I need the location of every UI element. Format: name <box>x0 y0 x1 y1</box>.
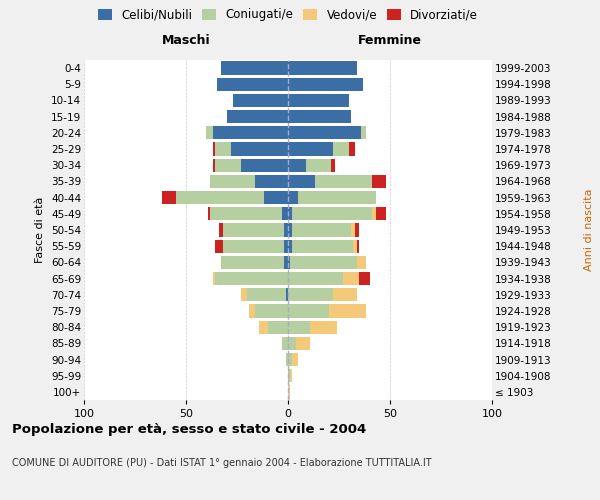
Bar <box>371 175 386 188</box>
Bar <box>288 240 292 253</box>
Bar <box>290 369 292 382</box>
Bar <box>284 256 288 269</box>
Bar <box>206 126 212 140</box>
Bar <box>256 304 288 318</box>
Bar <box>288 336 296 350</box>
Bar <box>307 158 331 172</box>
Bar <box>359 272 370 285</box>
Bar <box>215 240 223 253</box>
Bar <box>284 240 288 253</box>
Bar <box>212 142 215 156</box>
Bar <box>212 126 288 140</box>
Bar <box>358 240 359 253</box>
Bar <box>247 288 286 302</box>
Bar <box>288 94 349 107</box>
Bar <box>212 272 215 285</box>
Bar <box>361 126 365 140</box>
Bar <box>298 191 376 204</box>
Bar <box>288 304 329 318</box>
Bar <box>231 142 288 156</box>
Bar <box>292 240 353 253</box>
Bar <box>218 224 223 236</box>
Text: Popolazione per età, sesso e stato civile - 2004: Popolazione per età, sesso e stato civil… <box>12 422 366 436</box>
Bar <box>268 320 288 334</box>
Text: Anni di nascita: Anni di nascita <box>584 188 594 271</box>
Bar <box>284 224 288 236</box>
Bar <box>333 288 358 302</box>
Bar <box>290 256 358 269</box>
Bar <box>288 224 292 236</box>
Y-axis label: Fasce di età: Fasce di età <box>35 197 46 263</box>
Bar <box>249 304 256 318</box>
Bar <box>288 110 351 124</box>
Bar <box>314 175 371 188</box>
Bar <box>353 240 358 253</box>
Bar <box>282 336 288 350</box>
Text: COMUNE DI AUDITORE (PU) - Dati ISTAT 1° gennaio 2004 - Elaborazione TUTTITALIA.I: COMUNE DI AUDITORE (PU) - Dati ISTAT 1° … <box>12 458 431 468</box>
Bar <box>349 142 355 156</box>
Bar <box>371 207 376 220</box>
Bar <box>288 158 307 172</box>
Legend: Celibi/Nubili, Coniugati/e, Vedovi/e, Divorziati/e: Celibi/Nubili, Coniugati/e, Vedovi/e, Di… <box>95 6 481 24</box>
Bar <box>288 126 361 140</box>
Bar <box>351 224 355 236</box>
Bar <box>211 207 282 220</box>
Bar <box>259 320 268 334</box>
Bar <box>263 191 288 204</box>
Bar <box>288 272 343 285</box>
Bar <box>343 272 359 285</box>
Bar <box>288 288 333 302</box>
Bar <box>288 353 292 366</box>
Bar <box>211 175 256 188</box>
Bar <box>288 386 290 398</box>
Bar <box>221 62 288 74</box>
Bar <box>286 353 288 366</box>
Bar <box>215 158 241 172</box>
Bar <box>161 191 176 204</box>
Bar <box>329 304 365 318</box>
Bar <box>288 78 364 91</box>
Bar <box>292 207 371 220</box>
Bar <box>288 62 358 74</box>
Bar <box>215 142 231 156</box>
Bar <box>208 207 211 220</box>
Bar <box>376 207 386 220</box>
Bar <box>227 110 288 124</box>
Bar <box>233 94 288 107</box>
Text: Maschi: Maschi <box>161 34 211 48</box>
Bar <box>282 207 288 220</box>
Bar <box>331 158 335 172</box>
Bar <box>256 175 288 188</box>
Bar <box>241 158 288 172</box>
Bar <box>310 320 337 334</box>
Text: Femmine: Femmine <box>358 34 422 48</box>
Bar <box>358 256 365 269</box>
Bar <box>241 288 247 302</box>
Bar <box>288 191 298 204</box>
Bar <box>288 256 290 269</box>
Bar <box>217 78 288 91</box>
Bar <box>296 336 310 350</box>
Bar <box>286 288 288 302</box>
Bar <box>288 175 314 188</box>
Bar <box>288 320 310 334</box>
Bar <box>288 142 333 156</box>
Bar <box>288 369 290 382</box>
Bar <box>333 142 349 156</box>
Bar <box>176 191 263 204</box>
Bar <box>212 158 215 172</box>
Bar <box>292 224 351 236</box>
Bar <box>355 224 359 236</box>
Bar <box>288 207 292 220</box>
Bar <box>292 353 298 366</box>
Bar <box>221 256 284 269</box>
Bar <box>223 240 284 253</box>
Bar <box>223 224 284 236</box>
Bar <box>215 272 288 285</box>
